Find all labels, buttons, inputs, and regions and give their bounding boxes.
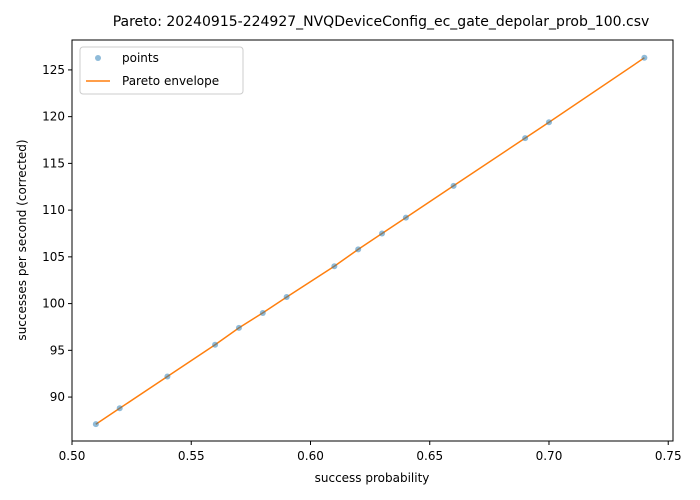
legend: points Pareto envelope: [79, 46, 244, 95]
legend-points-marker: [95, 55, 101, 61]
legend-box: [79, 46, 244, 95]
x-axis: 0.50 0.55 0.60 0.65 0.70 0.75: [59, 441, 682, 463]
x-tick-label: 0.60: [297, 449, 324, 463]
y-tick-label: 105: [42, 250, 65, 264]
y-tick-label: 100: [42, 297, 65, 311]
data-point: [331, 263, 338, 270]
data-point: [92, 421, 99, 428]
y-tick-label: 115: [42, 156, 65, 170]
y-axis: 90 95 100 105 110 115 120 125: [42, 63, 72, 404]
data-point: [283, 294, 290, 301]
data-point: [641, 54, 648, 61]
y-tick-label: 120: [42, 110, 65, 124]
x-tick-label: 0.50: [59, 449, 86, 463]
legend-envelope-label: Pareto envelope: [122, 74, 219, 88]
x-tick-label: 0.75: [655, 449, 682, 463]
plot-area: [71, 39, 674, 442]
x-axis-label: success probability: [315, 471, 430, 485]
data-point: [116, 405, 123, 412]
legend-points-label: points: [122, 51, 159, 65]
data-point: [164, 373, 171, 380]
data-point: [450, 182, 457, 189]
data-point: [402, 214, 409, 221]
data-point: [355, 246, 362, 253]
data-point: [259, 309, 266, 316]
y-tick-label: 125: [42, 63, 65, 77]
y-tick-label: 90: [50, 390, 65, 404]
y-tick-label: 95: [50, 343, 65, 357]
y-axis-label: successes per second (corrected): [15, 139, 29, 340]
x-tick-label: 0.70: [536, 449, 563, 463]
data-point: [545, 119, 552, 126]
points-series: [92, 54, 648, 428]
y-tick-label: 110: [42, 203, 65, 217]
axes-frame: [71, 39, 674, 442]
x-tick-label: 0.55: [178, 449, 205, 463]
data-point: [212, 341, 219, 348]
data-point: [379, 230, 386, 237]
data-point: [235, 324, 242, 331]
data-point: [522, 135, 529, 142]
x-tick-label: 0.65: [416, 449, 443, 463]
chart-title: Pareto: 20240915-224927_NVQDeviceConfig_…: [113, 14, 650, 30]
